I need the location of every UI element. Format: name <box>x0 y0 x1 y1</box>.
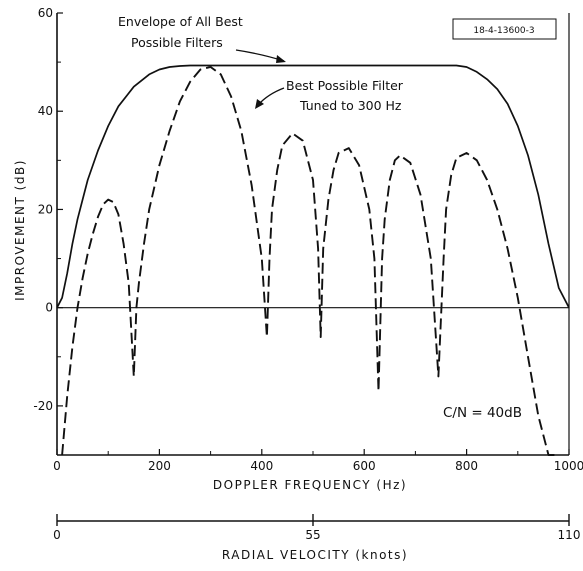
x-tick-label: 600 <box>353 459 376 473</box>
secondary-tick-label: 110 <box>558 528 581 542</box>
y-tick-label: 40 <box>38 104 53 118</box>
x-tick-label: 800 <box>455 459 478 473</box>
figure-id-box <box>452 18 557 40</box>
filter-arrowhead <box>255 99 264 109</box>
filter-label-line1: Best Possible Filter <box>286 78 404 93</box>
x-tick-label: 400 <box>250 459 273 473</box>
y-axis: -20 0 20 40 60 <box>33 6 63 456</box>
secondary-axis-title: RADIAL VELOCITY (knots) <box>222 548 408 562</box>
x-tick-label: 200 <box>148 459 171 473</box>
y-tick-label: 0 <box>45 301 53 315</box>
y-tick-label: 60 <box>38 6 53 20</box>
y-axis-title: IMPROVEMENT (dB) <box>13 159 27 301</box>
filter-label-line2: Tuned to 300 Hz <box>299 98 402 113</box>
secondary-tick-label: 55 <box>305 528 320 542</box>
y-tick-label: -20 <box>33 399 53 413</box>
envelope-label-line2: Possible Filters <box>131 35 223 50</box>
secondary-tick-label: 0 <box>53 528 61 542</box>
filter-leader-arrow <box>257 87 285 106</box>
figure-id: 18-4-13600-3 <box>473 26 534 36</box>
y-tick-label: 20 <box>38 202 53 216</box>
secondary-axis: 0 55 110 <box>53 514 580 542</box>
envelope-label-line1: Envelope of All Best <box>118 14 243 29</box>
x-tick-label: 0 <box>53 459 61 473</box>
envelope-arrowhead <box>276 55 286 63</box>
x-tick-label: 1000 <box>554 459 583 473</box>
x-axis-title: DOPPLER FREQUENCY (Hz) <box>213 478 407 492</box>
tuned-filter-series-line <box>61 66 557 456</box>
x-axis: 0 200 400 600 800 1000 <box>53 449 583 473</box>
envelope-series-line <box>56 64 570 309</box>
plot-frame <box>56 13 570 456</box>
series-layer <box>56 64 570 456</box>
condition-label: C/N = 40dB <box>443 405 522 421</box>
